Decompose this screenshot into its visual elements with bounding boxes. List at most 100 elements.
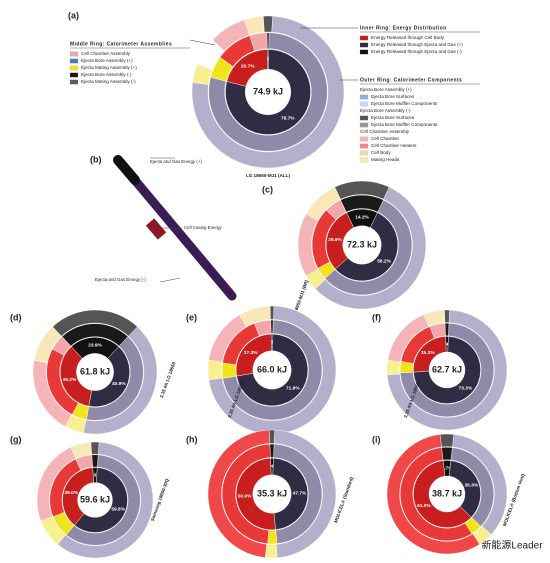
- legend-label: Ejecta Bore Surfaces: [371, 115, 415, 120]
- value-label: 2.3%: [90, 472, 102, 478]
- cell-end: [113, 155, 140, 185]
- middle-segment: [249, 32, 268, 52]
- middle-segment: [441, 447, 453, 461]
- legend-group: Cell Chamber Assembly: [360, 129, 410, 134]
- middle-segment: [222, 319, 323, 421]
- value-label: 1.4%: [442, 341, 454, 347]
- middle-segment: [267, 530, 278, 545]
- middle-segment: [254, 319, 272, 337]
- sunburst: (h)1.4%47.7%50.9% 35.3 kJ MOLICEL® (Standa…: [186, 429, 355, 559]
- legend: Inner Ring: Energy Distribution Energy Re…: [359, 25, 480, 55]
- inner-segment: [413, 336, 447, 373]
- legend-swatch: [359, 122, 369, 128]
- legend-swatch: [359, 136, 369, 142]
- sunburst: (e)0.8%71.9%27.3%66.0 kJ3.35 Ah LG 18650: [186, 305, 337, 435]
- center-label: 38.7 kJ: [432, 488, 462, 498]
- legend-title: Inner Ring: Energy Distribution: [360, 25, 447, 31]
- value-label: 50.9%: [238, 493, 252, 499]
- value-label: 47.7%: [293, 490, 307, 496]
- watermark: 新能源Leader: [481, 539, 543, 552]
- middle-segment: [91, 454, 99, 468]
- legend-label: Cell Chamber: [371, 136, 400, 141]
- sunburst: (g)2.3%59.8%38.0%59.6 kJ Samsung 18650-30…: [10, 434, 170, 559]
- inner-segment: [326, 212, 354, 270]
- middle-segment: [221, 443, 271, 544]
- value-label: 0.8%: [267, 340, 279, 346]
- center-label: 66.0 kJ: [257, 364, 287, 374]
- legend-label: Cell Chamber Assembly: [81, 51, 131, 56]
- sunburst: (a) 0.6% 78.7% 20.7% 74.9 kJ LG 18650-MJ1 (AL…: [68, 10, 345, 178]
- legend-label: Energy Released through Ejecta and Gas (…: [371, 42, 463, 47]
- value-label: 56.2%: [377, 259, 391, 265]
- center-label: 72.3 kJ: [347, 239, 377, 249]
- panel-label: (i): [372, 434, 381, 444]
- value-label: 0.6%: [263, 57, 275, 63]
- legend-swatch: [359, 94, 369, 100]
- inner-segment: [226, 49, 268, 87]
- inner-segment: [62, 467, 94, 526]
- outer-segment: [386, 434, 480, 555]
- middle-segment: [221, 362, 237, 379]
- legend-label: Energy Released through Ejecta and Gas (…: [371, 49, 462, 54]
- center-label: 62.7 kJ: [432, 364, 462, 374]
- legend-label: Mating Heads: [371, 157, 400, 162]
- value-label: 29.6%: [328, 237, 342, 243]
- inner-segment: [413, 336, 481, 404]
- panel-b: (b) Ejecta and Gas Energy (+) Cell Casin…: [90, 154, 237, 301]
- legend-label: Ejecta Bore Assembly (-): [81, 72, 132, 77]
- legend-swatch: [359, 150, 369, 156]
- legend-title: Middle Ring: Calorimeter Assemblies: [70, 41, 172, 47]
- panel-label: (f): [372, 312, 381, 322]
- legend-label: Ejecta Bore Muffler Components: [371, 101, 438, 106]
- value-label: 38.0%: [64, 490, 78, 496]
- outer-segment: [423, 309, 446, 327]
- sunburst: (i)3.7%35.3%61.0%38.7 kJ MOLICEL® (Bottom…: [372, 433, 526, 555]
- value-label: 27.3%: [244, 350, 258, 356]
- leader: [189, 39, 216, 46]
- value-label: 61.0%: [417, 503, 431, 509]
- inner-segment: [235, 333, 272, 377]
- panel-label: (h): [186, 434, 198, 444]
- outer-segment: [208, 305, 337, 435]
- inner-segment: [74, 467, 128, 533]
- panel-b-label: Cell Casing Energy: [184, 225, 222, 230]
- legend-swatch: [359, 49, 369, 55]
- sunburst: (f)1.4%73.3%25.3%62.7 kJ3.35 Ah LG 18650: [372, 309, 508, 431]
- panel-label: (d): [10, 312, 22, 322]
- legend-title: Outer Ring: Calorimeter Components: [360, 77, 462, 83]
- sunburst: (d) 23.9% 40.9% 35.2%61.8 kJ 3.35 Ah LG 1865…: [10, 309, 177, 435]
- value-label: 35.2%: [63, 377, 77, 383]
- panel-b-label: Ejecta and Gas Energy (-): [95, 277, 146, 282]
- inner-segment: [236, 333, 309, 407]
- middle-segment: [208, 32, 328, 152]
- panel-label: (e): [186, 312, 197, 322]
- legend-swatch: [359, 143, 369, 149]
- inner-segment: [272, 457, 309, 530]
- middle-segment: [325, 199, 347, 220]
- middle-segment: [400, 447, 472, 541]
- value-label: 25.3%: [421, 350, 435, 356]
- caption: LG 18650-MJ1 (ALL): [246, 173, 291, 178]
- outer-segment: [207, 359, 223, 381]
- legend-label: Cell Chamber Heaters: [371, 143, 417, 148]
- center-hole: [429, 476, 465, 512]
- inner-segment: [413, 460, 472, 528]
- center-label: 35.3 kJ: [257, 488, 287, 498]
- value-label: 20.7%: [241, 64, 255, 70]
- outer-segment: [386, 309, 508, 431]
- center-hole: [78, 483, 112, 517]
- middle-segment: [429, 323, 446, 339]
- outer-segment: [439, 433, 455, 448]
- legend-label: Cell Body: [371, 150, 391, 155]
- outer-segment: [70, 441, 92, 459]
- legend-label: Ejecta Bore Assembly (+): [81, 58, 133, 63]
- legend-label: Ejecta Mating Assembly (-): [81, 79, 136, 84]
- center-label: 74.9 kJ: [253, 86, 283, 96]
- legend-swatch: [69, 51, 79, 57]
- panel-label: (g): [10, 434, 22, 444]
- legend-swatch: [69, 58, 79, 64]
- center-hole: [429, 352, 465, 388]
- outer-segment: [305, 186, 341, 221]
